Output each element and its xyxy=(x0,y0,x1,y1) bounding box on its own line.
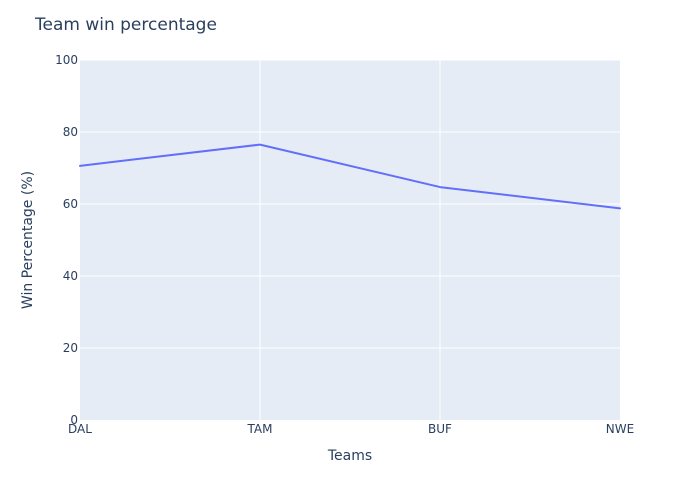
y-tick-label: 80 xyxy=(63,125,78,139)
x-tick-label: TAM xyxy=(247,422,273,436)
x-axis-title: Teams xyxy=(327,448,372,464)
y-tick-label: 60 xyxy=(63,197,78,211)
series-line xyxy=(79,143,621,210)
y-tick-label: 0 xyxy=(70,413,78,427)
x-tick-label: DAL xyxy=(68,422,92,436)
y-tick-labels: 0 20 40 60 80 100 xyxy=(55,53,78,427)
y-axis-title: Win Percentage (%) xyxy=(20,171,36,309)
y-tick-label: 20 xyxy=(63,341,78,355)
y-tick-label: 100 xyxy=(55,53,78,67)
x-gridlines xyxy=(259,60,441,420)
series-layer xyxy=(79,143,621,210)
plot-area xyxy=(80,60,620,420)
x-tick-label: NWE xyxy=(606,422,634,436)
y-tick-label: 40 xyxy=(63,269,78,283)
x-tick-labels: DAL TAM BUF NWE xyxy=(68,422,634,436)
y-gridlines xyxy=(80,59,620,349)
chart-title: Team win percentage xyxy=(34,15,217,35)
x-tick-label: BUF xyxy=(428,422,452,436)
